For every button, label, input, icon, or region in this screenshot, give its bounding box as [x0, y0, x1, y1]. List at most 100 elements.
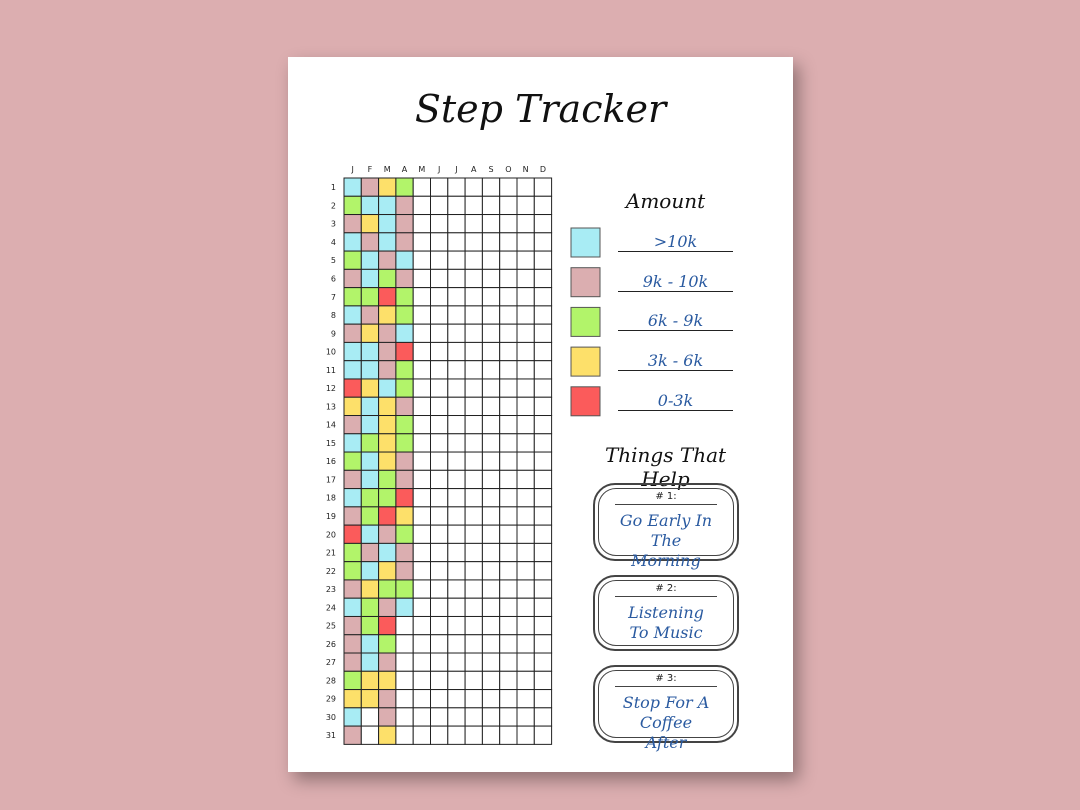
tracker-cell — [395, 415, 414, 435]
help-number: # 3: — [655, 673, 677, 684]
tracker-cell — [464, 396, 483, 417]
tracker-cell — [447, 214, 466, 234]
tracker-cell — [533, 360, 553, 380]
tracker-cell — [464, 725, 483, 745]
tracker-cell — [378, 652, 397, 672]
tracker-cell — [464, 250, 483, 270]
tracker-cell — [412, 542, 431, 563]
tracker-cell — [481, 177, 501, 197]
tracker-cell — [430, 232, 449, 252]
tracker-cell — [499, 305, 518, 325]
tracker-cell — [360, 268, 380, 289]
tracker-cell — [464, 597, 483, 617]
tracker-cell — [430, 634, 449, 654]
tracker-cell — [360, 506, 380, 526]
tracker-cell — [430, 542, 449, 563]
legend-label: >10k — [618, 232, 733, 252]
tracker-cell — [395, 634, 414, 654]
tracker-cell — [360, 725, 380, 745]
tracker-cell — [481, 469, 501, 490]
day-label: 15 — [326, 439, 336, 448]
tracker-cell — [516, 542, 535, 563]
tracker-cell — [516, 597, 535, 617]
day-label: 11 — [326, 366, 336, 375]
tracker-cell — [516, 506, 535, 526]
tracker-cell — [481, 305, 501, 325]
tracker-cell — [533, 634, 553, 654]
tracker-cell — [447, 341, 466, 362]
tracker-cell — [499, 689, 518, 709]
tracker-cell — [499, 524, 518, 544]
tracker-cell — [464, 433, 483, 453]
day-label: 18 — [326, 494, 336, 503]
tracker-cell — [343, 250, 362, 270]
tracker-cell — [343, 469, 362, 490]
tracker-cell — [378, 634, 397, 654]
tracker-cell — [430, 378, 449, 398]
month-label: D — [540, 165, 546, 174]
tracker-cell — [447, 360, 466, 380]
tracker-cell — [378, 597, 397, 617]
tracker-cell — [464, 561, 483, 581]
tracker-cell — [343, 433, 362, 453]
day-label: 28 — [326, 676, 336, 685]
day-label: 26 — [326, 640, 336, 649]
tracker-cell — [464, 579, 483, 599]
tracker-cell — [395, 268, 414, 289]
tracker-cell — [533, 597, 553, 617]
tracker-cell — [516, 488, 535, 508]
tracker-cell — [499, 652, 518, 672]
tracker-cell — [430, 597, 449, 617]
tracker-cell — [412, 378, 431, 398]
tracker-cell — [447, 323, 466, 343]
tracker-cell — [481, 451, 501, 471]
tracker-cell — [412, 707, 431, 727]
tracker-cell — [412, 689, 431, 709]
tracker-cell — [360, 542, 380, 563]
tracker-cell — [343, 634, 362, 654]
tracker-cell — [395, 341, 414, 362]
tracker-cell — [395, 451, 414, 471]
tracker-cell — [343, 195, 362, 216]
tracker-cell — [343, 652, 362, 672]
legend-swatch — [570, 346, 601, 377]
tracker-cell — [343, 542, 362, 563]
tracker-cell — [516, 268, 535, 289]
legend-label: 0-3k — [618, 391, 733, 411]
tracker-cell — [499, 725, 518, 745]
tracker-cell — [378, 323, 397, 343]
tracker-cell — [464, 615, 483, 636]
tracker-cell — [360, 195, 380, 216]
tracker-cell — [378, 579, 397, 599]
tracker-cell — [447, 597, 466, 617]
tracker-cell — [430, 652, 449, 672]
tracker-cell — [412, 670, 431, 691]
tracker-cell — [533, 305, 553, 325]
tracker-cell — [464, 451, 483, 471]
tracker-cell — [343, 561, 362, 581]
tracker-cell — [516, 524, 535, 544]
tracker-cell — [481, 725, 501, 745]
tracker-cell — [378, 232, 397, 252]
tracker-cell — [499, 451, 518, 471]
tracker-cell — [430, 433, 449, 453]
tracker-cell — [430, 689, 449, 709]
tracker-cell — [481, 488, 501, 508]
tracker-cell — [343, 597, 362, 617]
tracker-cell — [447, 451, 466, 471]
tracker-cell — [464, 707, 483, 727]
day-label: 12 — [326, 384, 336, 393]
tracker-cell — [343, 725, 362, 745]
tracker-cell — [360, 488, 380, 508]
tracker-cell — [447, 707, 466, 727]
tracker-cell — [481, 415, 501, 435]
month-label: F — [368, 165, 373, 174]
tracker-cell — [343, 214, 362, 234]
legend-swatch — [570, 386, 601, 417]
tracker-cell — [430, 323, 449, 343]
tracker-cell — [430, 670, 449, 691]
tracker-cell — [481, 524, 501, 544]
tracker-cell — [481, 396, 501, 417]
tracker-cell — [533, 451, 553, 471]
tracker-cell — [499, 488, 518, 508]
